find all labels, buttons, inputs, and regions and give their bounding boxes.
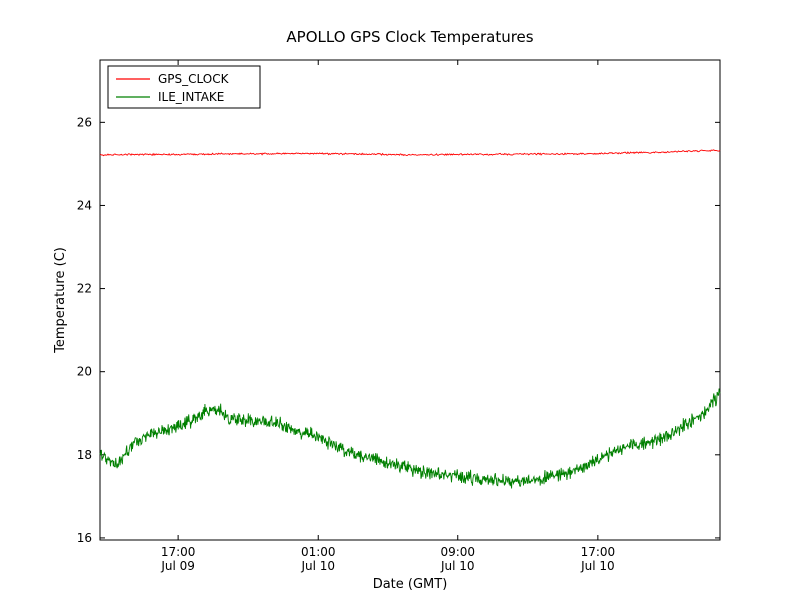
x-tick-label-date: Jul 10 (300, 559, 335, 573)
x-tick-label-time: 01:00 (301, 545, 336, 559)
x-axis-label: Date (GMT) (373, 577, 448, 592)
legend: GPS_CLOCK ILE_INTAKE (107, 65, 261, 109)
y-tick-label: 20 (77, 365, 92, 379)
y-tick-label: 24 (77, 198, 92, 212)
y-tick-label: 26 (77, 115, 92, 129)
x-tick-label-time: 17:00 (161, 545, 196, 559)
y-tick-label: 16 (77, 531, 92, 545)
legend-entry-label: ILE_INTAKE (158, 90, 224, 104)
y-tick-label: 18 (77, 448, 92, 462)
series-line-ile_intake (99, 388, 721, 489)
y-axis-label: Temperature (C) (53, 247, 68, 354)
x-tick-label-time: 17:00 (581, 545, 616, 559)
y-tick-label: 22 (77, 282, 92, 296)
legend-box (107, 65, 261, 109)
x-tick-label-time: 09:00 (440, 545, 475, 559)
series-line-gps_clock (99, 149, 721, 157)
x-tick-label-date: Jul 09 (160, 559, 195, 573)
plot-frame (99, 59, 721, 541)
x-tick-label-date: Jul 10 (440, 559, 475, 573)
x-tick-label-date: Jul 10 (580, 559, 615, 573)
legend-entry-label: GPS_CLOCK (158, 72, 230, 86)
chart-title: APOLLO GPS Clock Temperatures (286, 28, 533, 46)
